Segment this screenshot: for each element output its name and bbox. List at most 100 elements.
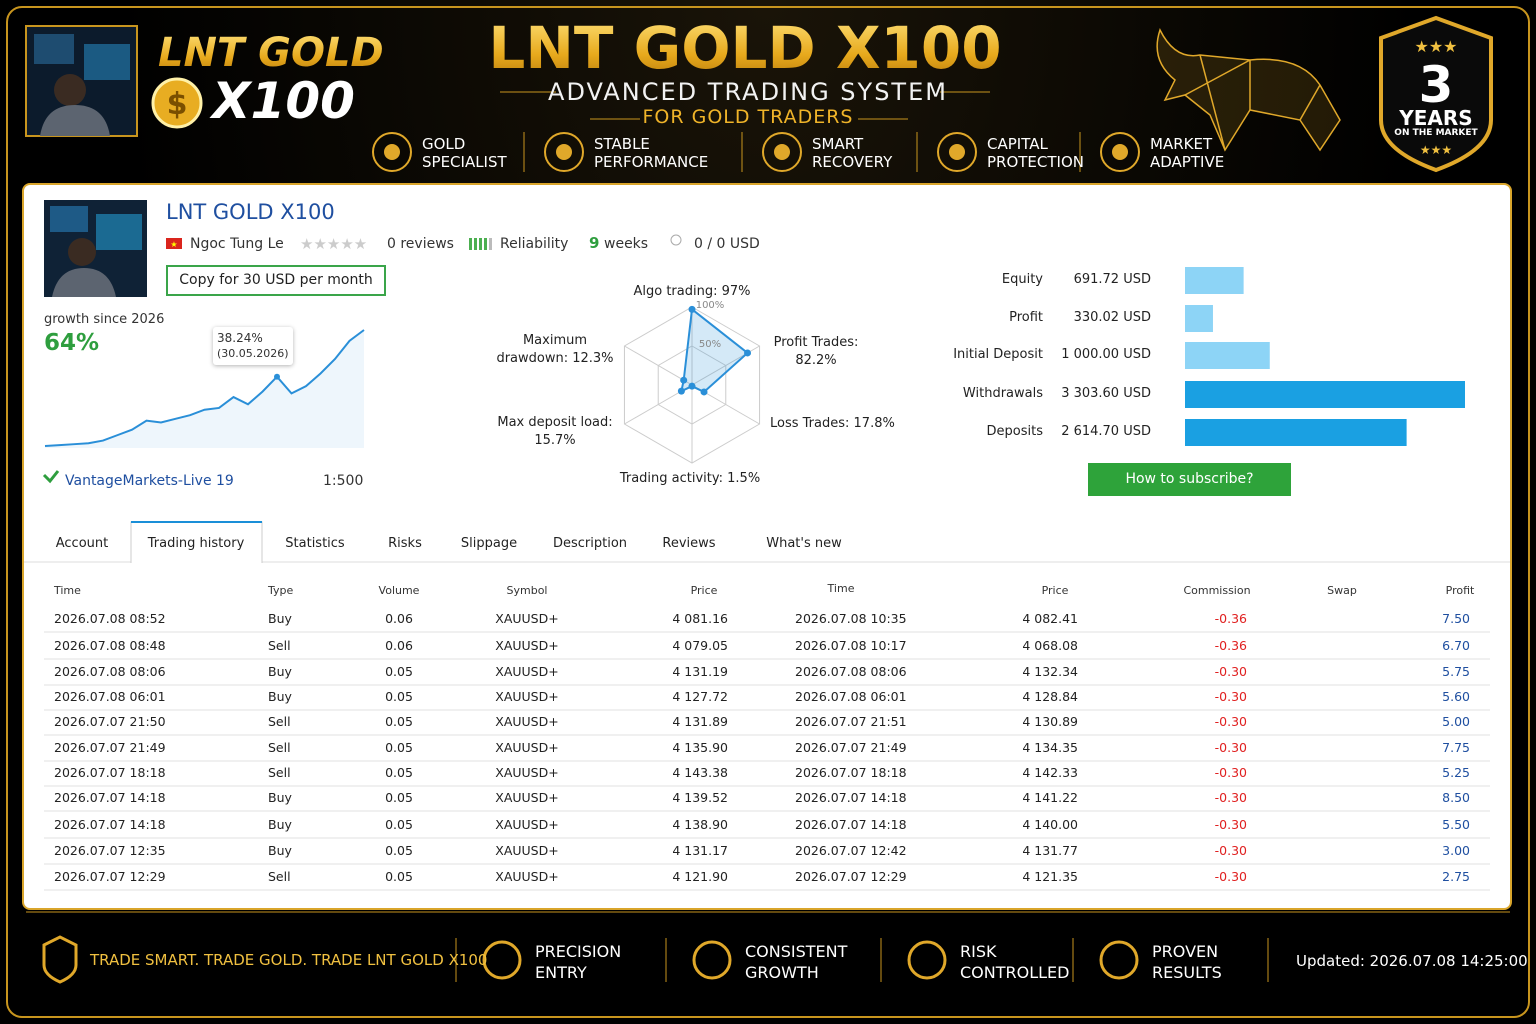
table-cell: -0.30: [1214, 817, 1247, 832]
feature-text: RECOVERY: [812, 153, 893, 171]
tab[interactable]: Statistics: [285, 536, 345, 551]
logo-text: X100: [212, 72, 355, 130]
radar-label: Max deposit load:: [497, 415, 613, 430]
table-cell: 2026.07.07 14:18: [54, 790, 166, 805]
table-cell: 0.06: [385, 611, 413, 626]
radar-tick-label: 50%: [698, 339, 722, 350]
table-cell: 0.05: [385, 843, 413, 858]
tab[interactable]: Account: [55, 536, 109, 551]
coin-symbol: $: [167, 87, 188, 122]
table-cell: 4 127.72: [672, 689, 728, 704]
radar-label: 82.2%: [795, 353, 837, 368]
table-cell: 5.60: [1442, 689, 1470, 704]
table-cell: Buy: [268, 790, 292, 805]
table-cell: 4 139.52: [672, 790, 728, 805]
subscribe-button[interactable]: How to subscribe?: [1088, 463, 1291, 496]
table-cell: -0.30: [1214, 714, 1247, 729]
column-header: Time: [827, 582, 855, 595]
column-header: Volume: [378, 584, 420, 597]
balance-label: Initial Deposit: [953, 347, 1043, 362]
table-cell: XAUUSD+: [495, 790, 559, 805]
title: LNT GOLD X100: [488, 14, 1002, 82]
balance-value: 3 303.60 USD: [1061, 386, 1151, 401]
table-cell: 5.00: [1442, 714, 1470, 729]
radar-label: Maximum: [522, 333, 588, 348]
tab[interactable]: Risks: [388, 536, 422, 551]
radar-point: [688, 382, 696, 390]
feature-text: CAPITAL: [987, 135, 1048, 153]
radar-label: Loss Trades: 17.8%: [770, 416, 895, 431]
feature-icon: [372, 132, 412, 172]
motto: TRADE SMART. TRADE GOLD. TRADE LNT GOLD …: [90, 951, 488, 969]
table-cell: XAUUSD+: [495, 689, 559, 704]
copy-button[interactable]: Copy for 30 USD per month: [166, 265, 386, 296]
table-cell: Buy: [268, 689, 292, 704]
footer-feature: RESULTS: [1152, 963, 1222, 982]
column-header: Profit: [1445, 584, 1475, 597]
radar-area: [680, 307, 750, 394]
badge: [1379, 15, 1493, 173]
table-cell: XAUUSD+: [495, 843, 559, 858]
radar-point: [680, 376, 688, 384]
table-cell: 0.05: [385, 664, 413, 679]
reviews: 0 reviews: [387, 236, 454, 252]
table-cell: 0.05: [385, 765, 413, 780]
table-cell: 4 079.05: [672, 638, 728, 653]
table-cell: 2026.07.07 14:18: [54, 817, 166, 832]
tab[interactable]: Reviews: [662, 536, 716, 551]
highlight-point: [274, 373, 280, 380]
footer-icon: [1099, 940, 1139, 980]
balance-bar: [1185, 419, 1407, 446]
table-cell: 3.00: [1442, 843, 1470, 858]
footer-feature: GROWTH: [745, 963, 819, 982]
feature-icon: [949, 144, 965, 160]
footer-feature: CONSISTENT: [745, 942, 848, 961]
table-cell: 4 068.08: [1022, 638, 1078, 653]
stars: ★★★: [1414, 37, 1457, 56]
radar-label: Algo trading: 97%: [633, 284, 751, 299]
tab[interactable]: Trading history: [147, 536, 245, 551]
feature-text: PERFORMANCE: [594, 153, 709, 171]
table-cell: 0.05: [385, 714, 413, 729]
tab[interactable]: Description: [552, 536, 628, 551]
table-cell: 7.75: [1442, 740, 1470, 755]
panel: [22, 183, 1512, 910]
table-cell: 8.50: [1442, 790, 1470, 805]
footer-feature: RISK: [960, 942, 997, 961]
logo-text: LNT GOLD: [158, 30, 384, 76]
feature-text: STABLE: [594, 135, 650, 153]
balance-bar: [1185, 342, 1270, 369]
table-cell: XAUUSD+: [495, 817, 559, 832]
table-cell: -0.30: [1214, 689, 1247, 704]
table-cell: XAUUSD+: [495, 869, 559, 884]
author: Ngoc Tung Le: [190, 236, 284, 252]
tab[interactable]: What's new: [766, 536, 842, 551]
subtitle: ADVANCED TRADING SYSTEM: [548, 78, 948, 106]
radar-point: [677, 387, 685, 395]
table-cell: 4 142.33: [1022, 765, 1078, 780]
table-cell: 4 128.84: [1022, 689, 1078, 704]
leverage: 1:500: [323, 473, 364, 489]
table-cell: XAUUSD+: [495, 664, 559, 679]
table-cell: 2026.07.08 08:06: [795, 664, 907, 679]
system-name: LNT GOLD X100: [166, 200, 335, 224]
feature-text: GOLD: [422, 135, 466, 153]
badge-caption: ON THE MARKET: [1394, 128, 1478, 138]
table-cell: 0.05: [385, 740, 413, 755]
tooltip-value: 38.24%: [217, 330, 263, 345]
feature-text: ADAPTIVE: [1150, 153, 1225, 171]
balance-label: Deposits: [986, 424, 1043, 439]
weeks-number: 9: [589, 234, 600, 252]
table-cell: 2026.07.08 10:17: [795, 638, 907, 653]
tab[interactable]: Slippage: [460, 536, 518, 551]
footer-icon: [692, 940, 732, 980]
balance-bar: [1185, 305, 1213, 332]
balance-bar: [1185, 267, 1244, 294]
table-cell: 2026.07.07 14:18: [795, 790, 907, 805]
footer-feature: ENTRY: [535, 963, 587, 982]
weeks-label: weeks: [604, 236, 649, 252]
server: VantageMarkets-Live 19: [65, 473, 234, 489]
feature-icon: [1112, 144, 1128, 160]
subscribers: 0 / 0 USD: [694, 236, 760, 252]
